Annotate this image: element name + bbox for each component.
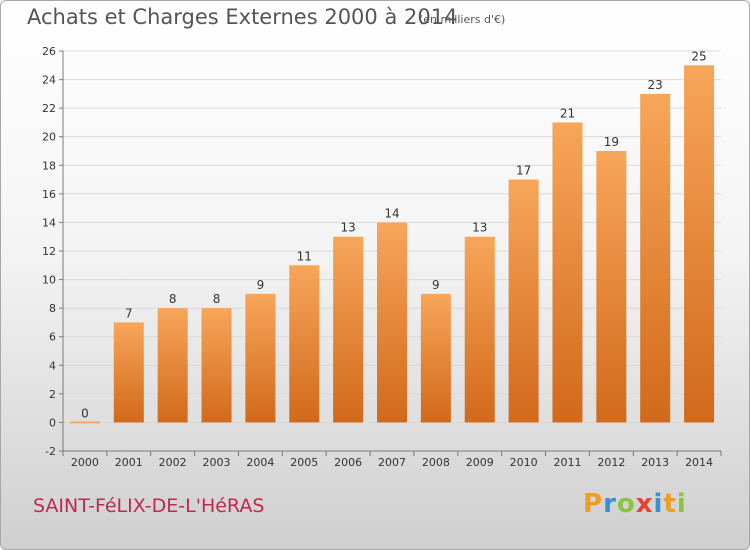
bar-2013: [640, 93, 671, 423]
x-tick-label: 2008: [422, 456, 450, 469]
y-tick-label: 20: [42, 131, 56, 144]
y-tick-label: 6: [49, 331, 56, 344]
y-tick-label: 4: [49, 359, 56, 372]
bar-2006: [333, 236, 364, 423]
x-tick-label: 2007: [378, 456, 406, 469]
x-tick-label: 2011: [553, 456, 581, 469]
data-label-2012: 19: [604, 135, 619, 149]
data-label-2009: 13: [472, 221, 487, 235]
y-tick-label: 12: [42, 245, 56, 258]
data-label-2014: 25: [691, 49, 706, 63]
logo-letter: t: [663, 489, 677, 519]
logo-letter: P: [583, 489, 604, 519]
data-label-2002: 8: [169, 292, 177, 306]
logo-letter: r: [603, 489, 617, 519]
x-tick-label: 2009: [466, 456, 494, 469]
x-tick-label: 2014: [685, 456, 713, 469]
logo-letter: o: [616, 489, 636, 519]
y-tick-label: 10: [42, 274, 56, 287]
chart-subtitle: (en milliers d'€): [419, 13, 506, 26]
data-label-2001: 7: [125, 306, 133, 320]
bar-2014: [684, 65, 715, 423]
y-tick-label: 2: [49, 388, 56, 401]
bar-2009: [464, 236, 495, 423]
y-tick-label: 18: [42, 159, 56, 172]
data-label-2005: 11: [297, 249, 312, 263]
bar-2005: [289, 265, 320, 423]
logo-letter: i: [676, 489, 687, 519]
y-tick-label: 22: [42, 102, 56, 115]
bars: [69, 65, 715, 424]
bar-2011: [552, 122, 583, 423]
data-label-2008: 9: [432, 278, 440, 292]
data-label-2006: 13: [340, 221, 355, 235]
x-tick-label: 2000: [71, 456, 99, 469]
bar-2000: [69, 421, 100, 424]
y-tick-label: 14: [42, 216, 56, 229]
data-label-2010: 17: [516, 164, 531, 178]
x-tick-label: 2002: [159, 456, 187, 469]
data-label-2003: 8: [213, 292, 221, 306]
bar-2008: [420, 293, 451, 423]
data-label-2007: 14: [384, 206, 399, 220]
bar-2001: [113, 322, 144, 423]
y-tick-label: -2: [45, 445, 56, 458]
y-tick-label: 16: [42, 188, 56, 201]
x-tick-label: 2001: [115, 456, 143, 469]
chart-title: Achats et Charges Externes 2000 à 2014: [27, 5, 458, 29]
data-label-2000: 0: [81, 406, 89, 420]
x-tick-label: 2010: [510, 456, 538, 469]
logo-letter: x: [635, 489, 654, 519]
x-tick-label: 2005: [290, 456, 318, 469]
place-name: SAINT-FéLIX-DE-L'HéRAS: [33, 495, 265, 517]
logo-letter: i: [653, 489, 664, 519]
bar-2003: [201, 308, 232, 423]
bar-2010: [508, 179, 539, 423]
bar-2004: [245, 293, 276, 423]
y-tick-label: 26: [42, 45, 56, 58]
data-label-2013: 23: [648, 78, 663, 92]
x-tick-label: 2004: [246, 456, 274, 469]
x-tick-label: 2003: [203, 456, 231, 469]
y-tick-label: 0: [49, 416, 56, 429]
data-label-2004: 9: [257, 278, 265, 292]
bar-2007: [377, 222, 407, 423]
x-tick-label: 2012: [597, 456, 625, 469]
x-tick-label: 2013: [641, 456, 669, 469]
bar-2002: [157, 308, 188, 423]
y-tick-label: 8: [49, 302, 56, 315]
x-tick-label: 2006: [334, 456, 362, 469]
proxiti-logo: Proxiti: [583, 489, 687, 519]
data-label-2011: 21: [560, 106, 575, 120]
y-tick-label: 24: [42, 74, 56, 87]
data-labels: 0 7 8 8 9 11 13 14 9 13 17 21 19 23 25: [81, 49, 707, 420]
bar-2012: [596, 151, 627, 423]
